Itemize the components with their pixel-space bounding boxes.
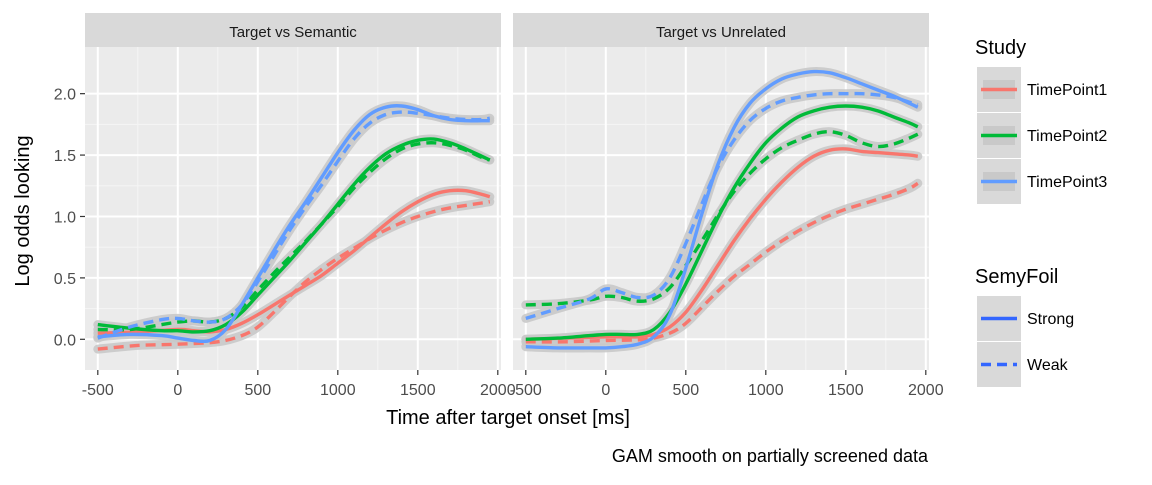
facet-strip-label: Target vs Semantic <box>229 24 357 41</box>
x-tick-label: 1500 <box>828 382 864 399</box>
series-line-timepoint2-strong <box>97 137 491 334</box>
legend-title-semyfoil: SemyFoil <box>975 266 1058 288</box>
series-line-timepoint3-strong <box>525 69 919 350</box>
y-tick-label: 2.0 <box>54 87 76 104</box>
series-line-timepoint3-weak <box>97 110 491 340</box>
x-tick-label: -500 <box>82 382 114 399</box>
legend-label-weak: Weak <box>1027 357 1069 374</box>
series-line-timepoint2-weak <box>525 129 919 307</box>
legend-label-timepoint1: TimePoint1 <box>1027 82 1107 99</box>
legend-title-study: Study <box>975 37 1026 59</box>
x-tick-label: 1000 <box>748 382 784 399</box>
chart-caption: GAM smooth on partially screened data <box>612 446 929 466</box>
legend-label-timepoint2: TimePoint2 <box>1027 128 1107 145</box>
legend-label-strong: Strong <box>1027 311 1074 328</box>
series-line-timepoint2-weak <box>97 141 491 332</box>
x-tick-label: -500 <box>510 382 542 399</box>
series-line-timepoint2-strong <box>525 104 919 341</box>
facet-strip <box>85 13 501 47</box>
y-tick-label: 0.0 <box>54 332 76 349</box>
x-axis-label: Time after target onset [ms] <box>386 407 630 429</box>
facet-strip <box>513 13 929 47</box>
facet-panel-2: Target vs Unrelated -500 0 500 1000 1500 2000 <box>510 13 944 399</box>
x-tick-label: 500 <box>672 382 699 399</box>
x-tick-label: 500 <box>244 382 271 399</box>
facet-strip-label: Target vs Unrelated <box>656 24 786 41</box>
series-line-timepoint3-weak <box>525 91 919 321</box>
series-group <box>521 67 923 353</box>
series-line-timepoint1-weak <box>97 200 491 351</box>
series-group <box>93 101 495 354</box>
y-tick-label: 1.0 <box>54 209 76 226</box>
y-tick-label: 1.5 <box>54 148 76 165</box>
facet-panel-1: Target vs Semantic -500 0 500 1000 1500 2000 0.… <box>54 13 516 399</box>
legend-label-timepoint3: TimePoint3 <box>1027 174 1107 191</box>
series-line-timepoint3-strong <box>97 104 490 344</box>
series-line-timepoint1-strong <box>525 147 919 341</box>
x-tick-label: 1500 <box>400 382 436 399</box>
x-tick-label: 0 <box>173 382 182 399</box>
x-tick-label: 2000 <box>480 382 516 399</box>
legend: Study TimePoint1 TimePoint2 TimePoint3 SemyF… <box>975 37 1107 387</box>
x-tick-label: 1000 <box>320 382 356 399</box>
y-tick-label: 0.5 <box>54 271 76 288</box>
x-tick-label: 2000 <box>908 382 944 399</box>
x-tick-label: 0 <box>601 382 610 399</box>
y-axis-label: Log odds looking <box>12 135 34 286</box>
